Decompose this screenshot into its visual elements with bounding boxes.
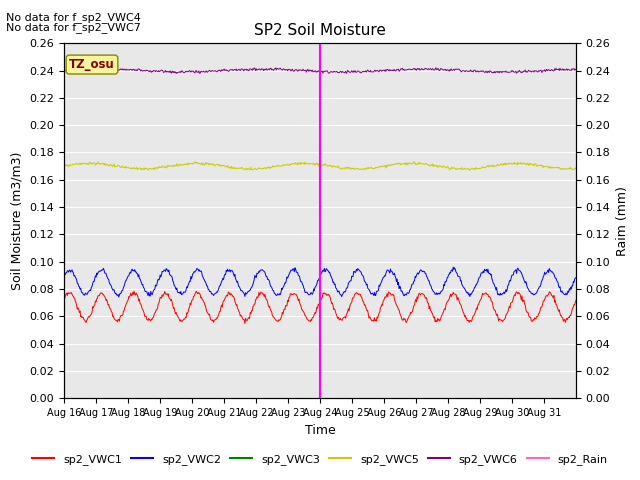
Text: No data for f_sp2_VWC7: No data for f_sp2_VWC7: [6, 22, 141, 33]
Y-axis label: Raim (mm): Raim (mm): [616, 186, 629, 256]
Legend: sp2_VWC1, sp2_VWC2, sp2_VWC3, sp2_VWC5, sp2_VWC6, sp2_Rain: sp2_VWC1, sp2_VWC2, sp2_VWC3, sp2_VWC5, …: [28, 450, 612, 469]
X-axis label: Time: Time: [305, 424, 335, 437]
Y-axis label: Soil Moisture (m3/m3): Soil Moisture (m3/m3): [11, 152, 24, 290]
Title: SP2 Soil Moisture: SP2 Soil Moisture: [254, 23, 386, 38]
Text: TZ_osu: TZ_osu: [69, 58, 115, 71]
Text: No data for f_sp2_VWC4: No data for f_sp2_VWC4: [6, 12, 141, 23]
